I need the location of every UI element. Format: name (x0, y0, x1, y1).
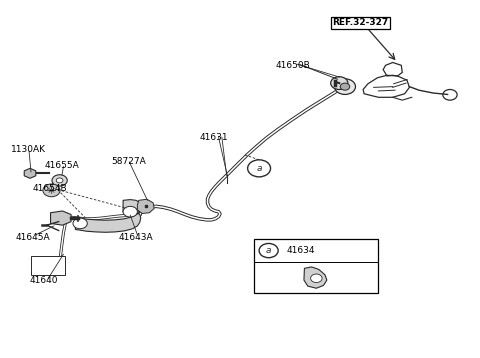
Circle shape (123, 206, 137, 217)
Text: 41631: 41631 (199, 132, 228, 141)
Circle shape (43, 184, 60, 197)
Text: a: a (266, 246, 271, 255)
Text: 41643A: 41643A (118, 233, 153, 242)
Text: 41645A: 41645A (16, 233, 50, 242)
Text: 1130AK: 1130AK (11, 145, 46, 154)
FancyBboxPatch shape (254, 240, 378, 293)
Circle shape (56, 178, 63, 183)
Text: 41634: 41634 (287, 246, 315, 255)
Polygon shape (50, 211, 71, 225)
Text: 41640: 41640 (30, 276, 59, 285)
Polygon shape (75, 200, 141, 232)
Circle shape (259, 243, 278, 258)
Circle shape (340, 83, 350, 90)
Polygon shape (24, 168, 36, 178)
Circle shape (311, 274, 322, 282)
Text: 41654B: 41654B (33, 184, 67, 193)
Text: REF.32-327: REF.32-327 (332, 18, 388, 27)
Text: a: a (256, 164, 262, 173)
Polygon shape (304, 267, 327, 288)
Text: 58727A: 58727A (111, 158, 146, 166)
Polygon shape (137, 199, 154, 213)
Text: 41650B: 41650B (276, 61, 311, 70)
Circle shape (248, 160, 271, 177)
Text: 41655A: 41655A (44, 161, 79, 170)
Circle shape (331, 77, 348, 90)
Circle shape (335, 79, 356, 95)
Circle shape (73, 218, 87, 229)
Circle shape (52, 175, 67, 186)
